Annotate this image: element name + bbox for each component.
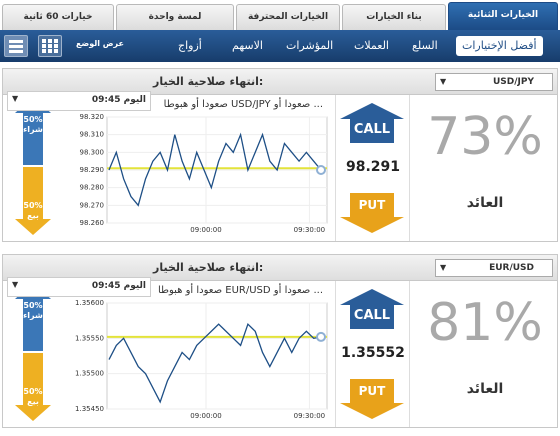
sentiment-up: 50% شراء	[15, 97, 51, 165]
sentiment-down-label: بيع	[27, 397, 39, 406]
expiry-label: انتهاء صلاحية الخيار:	[153, 261, 264, 274]
expiry-time-select[interactable]: ▼ 09:45 اليوم	[7, 277, 151, 297]
sentiment-bar: 50% شراء 50% بيع	[13, 97, 53, 239]
sentiment-up: 50% شراء	[15, 283, 51, 351]
call-button[interactable]: CALL	[340, 103, 404, 143]
x-tick-label: 09:30:00	[294, 412, 325, 420]
tab-one-touch[interactable]: لمسة واحدة	[116, 4, 234, 30]
nav-commodities[interactable]: السلع	[412, 39, 438, 52]
current-point	[316, 165, 326, 175]
y-tick-label: 98.260	[80, 219, 105, 227]
x-tick-label: 09:30:00	[294, 226, 325, 234]
y-tick-label: 98.290	[80, 166, 105, 174]
sentiment-bar: 50% شراء 50% بيع	[13, 283, 53, 425]
price-series-line	[108, 323, 322, 404]
nav-currencies[interactable]: العملات	[354, 39, 389, 52]
put-button[interactable]: PUT	[340, 193, 404, 233]
sentiment-down-pct: 50%	[23, 201, 43, 210]
payout-box: 73% العائد	[409, 95, 557, 241]
asset-select[interactable]: ▼ USD/JPY	[435, 73, 553, 91]
chevron-down-icon: ▼	[12, 94, 19, 103]
x-tick-label: 09:00:00	[190, 226, 221, 234]
nav-top-picks[interactable]: أفضل الإختيارات	[456, 36, 543, 56]
x-tick-label: 09:00:00	[190, 412, 221, 420]
sentiment-down-label: بيع	[27, 211, 39, 220]
call-put-area: CALL 1.35552 PUT	[335, 281, 409, 427]
top-tabs: خيارات 60 ثانية لمسة واحدة الخيارات المح…	[0, 0, 560, 30]
price-chart: 98.320 98.310 98.300 98.290 98.280 98.270 98.2…	[65, 95, 335, 241]
price-series-line	[108, 132, 322, 207]
list-view-icon[interactable]	[4, 35, 28, 57]
chevron-down-icon: ▼	[440, 77, 447, 86]
asset-select[interactable]: ▼ EUR/USD	[435, 259, 553, 277]
view-mode-label: عرض الوضع	[76, 39, 124, 48]
panel-header: انتهاء صلاحية الخيار: ▼ USD/JPY	[3, 69, 557, 95]
chevron-down-icon: ▼	[12, 280, 19, 289]
y-tick-label: 1.35550	[75, 334, 104, 342]
tab-60-seconds[interactable]: خيارات 60 ثانية	[2, 4, 114, 30]
sentiment-down: 50% بيع	[15, 167, 51, 235]
y-tick-label: 98.310	[80, 131, 105, 139]
tab-option-builder[interactable]: بناء الخيارات	[342, 4, 446, 30]
price-chart: 1.35600 1.35550 1.35500 1.35450 09:00:00 09:3…	[65, 281, 335, 427]
sentiment-up-pct: 50%	[23, 115, 43, 124]
current-price: 98.291	[345, 159, 401, 175]
tab-binary-options[interactable]: الخيارات الثنائية	[448, 2, 558, 30]
category-nav: عرض الوضع أزواج الاسهم المؤشرات العملات …	[0, 30, 560, 62]
y-tick-label: 1.35450	[75, 405, 104, 413]
current-price: 1.35552	[341, 345, 405, 361]
payout-box: 81% العائد	[409, 281, 557, 427]
current-point	[316, 331, 326, 342]
sentiment-up-label: شراء	[23, 125, 43, 134]
chevron-down-icon: ▼	[440, 263, 447, 272]
panel-header: انتهاء صلاحية الخيار: ▼ EUR/USD	[3, 255, 557, 281]
y-tick-label: 98.300	[80, 148, 105, 156]
option-panel-1: انتهاء صلاحية الخيار: ▼ USD/JPY 50% شراء…	[2, 68, 558, 242]
payout-percent: 73%	[427, 107, 543, 167]
put-label: PUT	[359, 384, 387, 398]
expiry-time: 09:45 اليوم	[91, 281, 146, 291]
expiry-label: انتهاء صلاحية الخيار:	[153, 75, 264, 88]
put-button[interactable]: PUT	[340, 379, 404, 419]
expiry-time: 09:45 اليوم	[91, 95, 146, 105]
grid-view-icon[interactable]	[38, 35, 62, 57]
sentiment-down-pct: 50%	[23, 387, 43, 396]
asset-name: USD/JPY	[492, 77, 534, 87]
call-label: CALL	[354, 308, 390, 323]
sentiment-up-label: شراء	[23, 311, 43, 320]
expiry-time-select[interactable]: ▼ 09:45 اليوم	[7, 91, 151, 111]
payout-percent: 81%	[427, 293, 543, 353]
y-tick-label: 98.280	[80, 184, 105, 192]
call-button[interactable]: CALL	[340, 289, 404, 329]
asset-name: EUR/USD	[489, 263, 534, 273]
call-put-area: CALL 98.291 PUT	[335, 95, 409, 241]
return-label: العائد	[466, 381, 504, 397]
return-label: العائد	[466, 195, 504, 211]
y-tick-label: 1.35500	[75, 370, 104, 378]
y-tick-label: 1.35600	[75, 299, 104, 307]
nav-indices[interactable]: المؤشرات	[286, 39, 334, 52]
option-description: صعودا أو هبوطا EUR/USD صعودا أو ...	[157, 285, 323, 296]
plot-area	[106, 302, 328, 410]
put-label: PUT	[359, 198, 387, 212]
option-panel-2: انتهاء صلاحية الخيار: ▼ EUR/USD 50% شراء…	[2, 254, 558, 428]
sentiment-down: 50% بيع	[15, 353, 51, 421]
tab-pro-options[interactable]: الخيارات المحترفة	[236, 4, 340, 30]
call-label: CALL	[354, 122, 390, 137]
option-description: صعودا أو هبوطا USD/JPY صعودا أو ...	[163, 99, 323, 110]
sentiment-up-pct: 50%	[23, 301, 43, 310]
y-tick-label: 98.320	[80, 113, 105, 121]
nav-pairs[interactable]: أزواج	[178, 39, 202, 52]
y-tick-label: 98.270	[80, 201, 105, 209]
nav-stocks[interactable]: الاسهم	[232, 39, 263, 52]
